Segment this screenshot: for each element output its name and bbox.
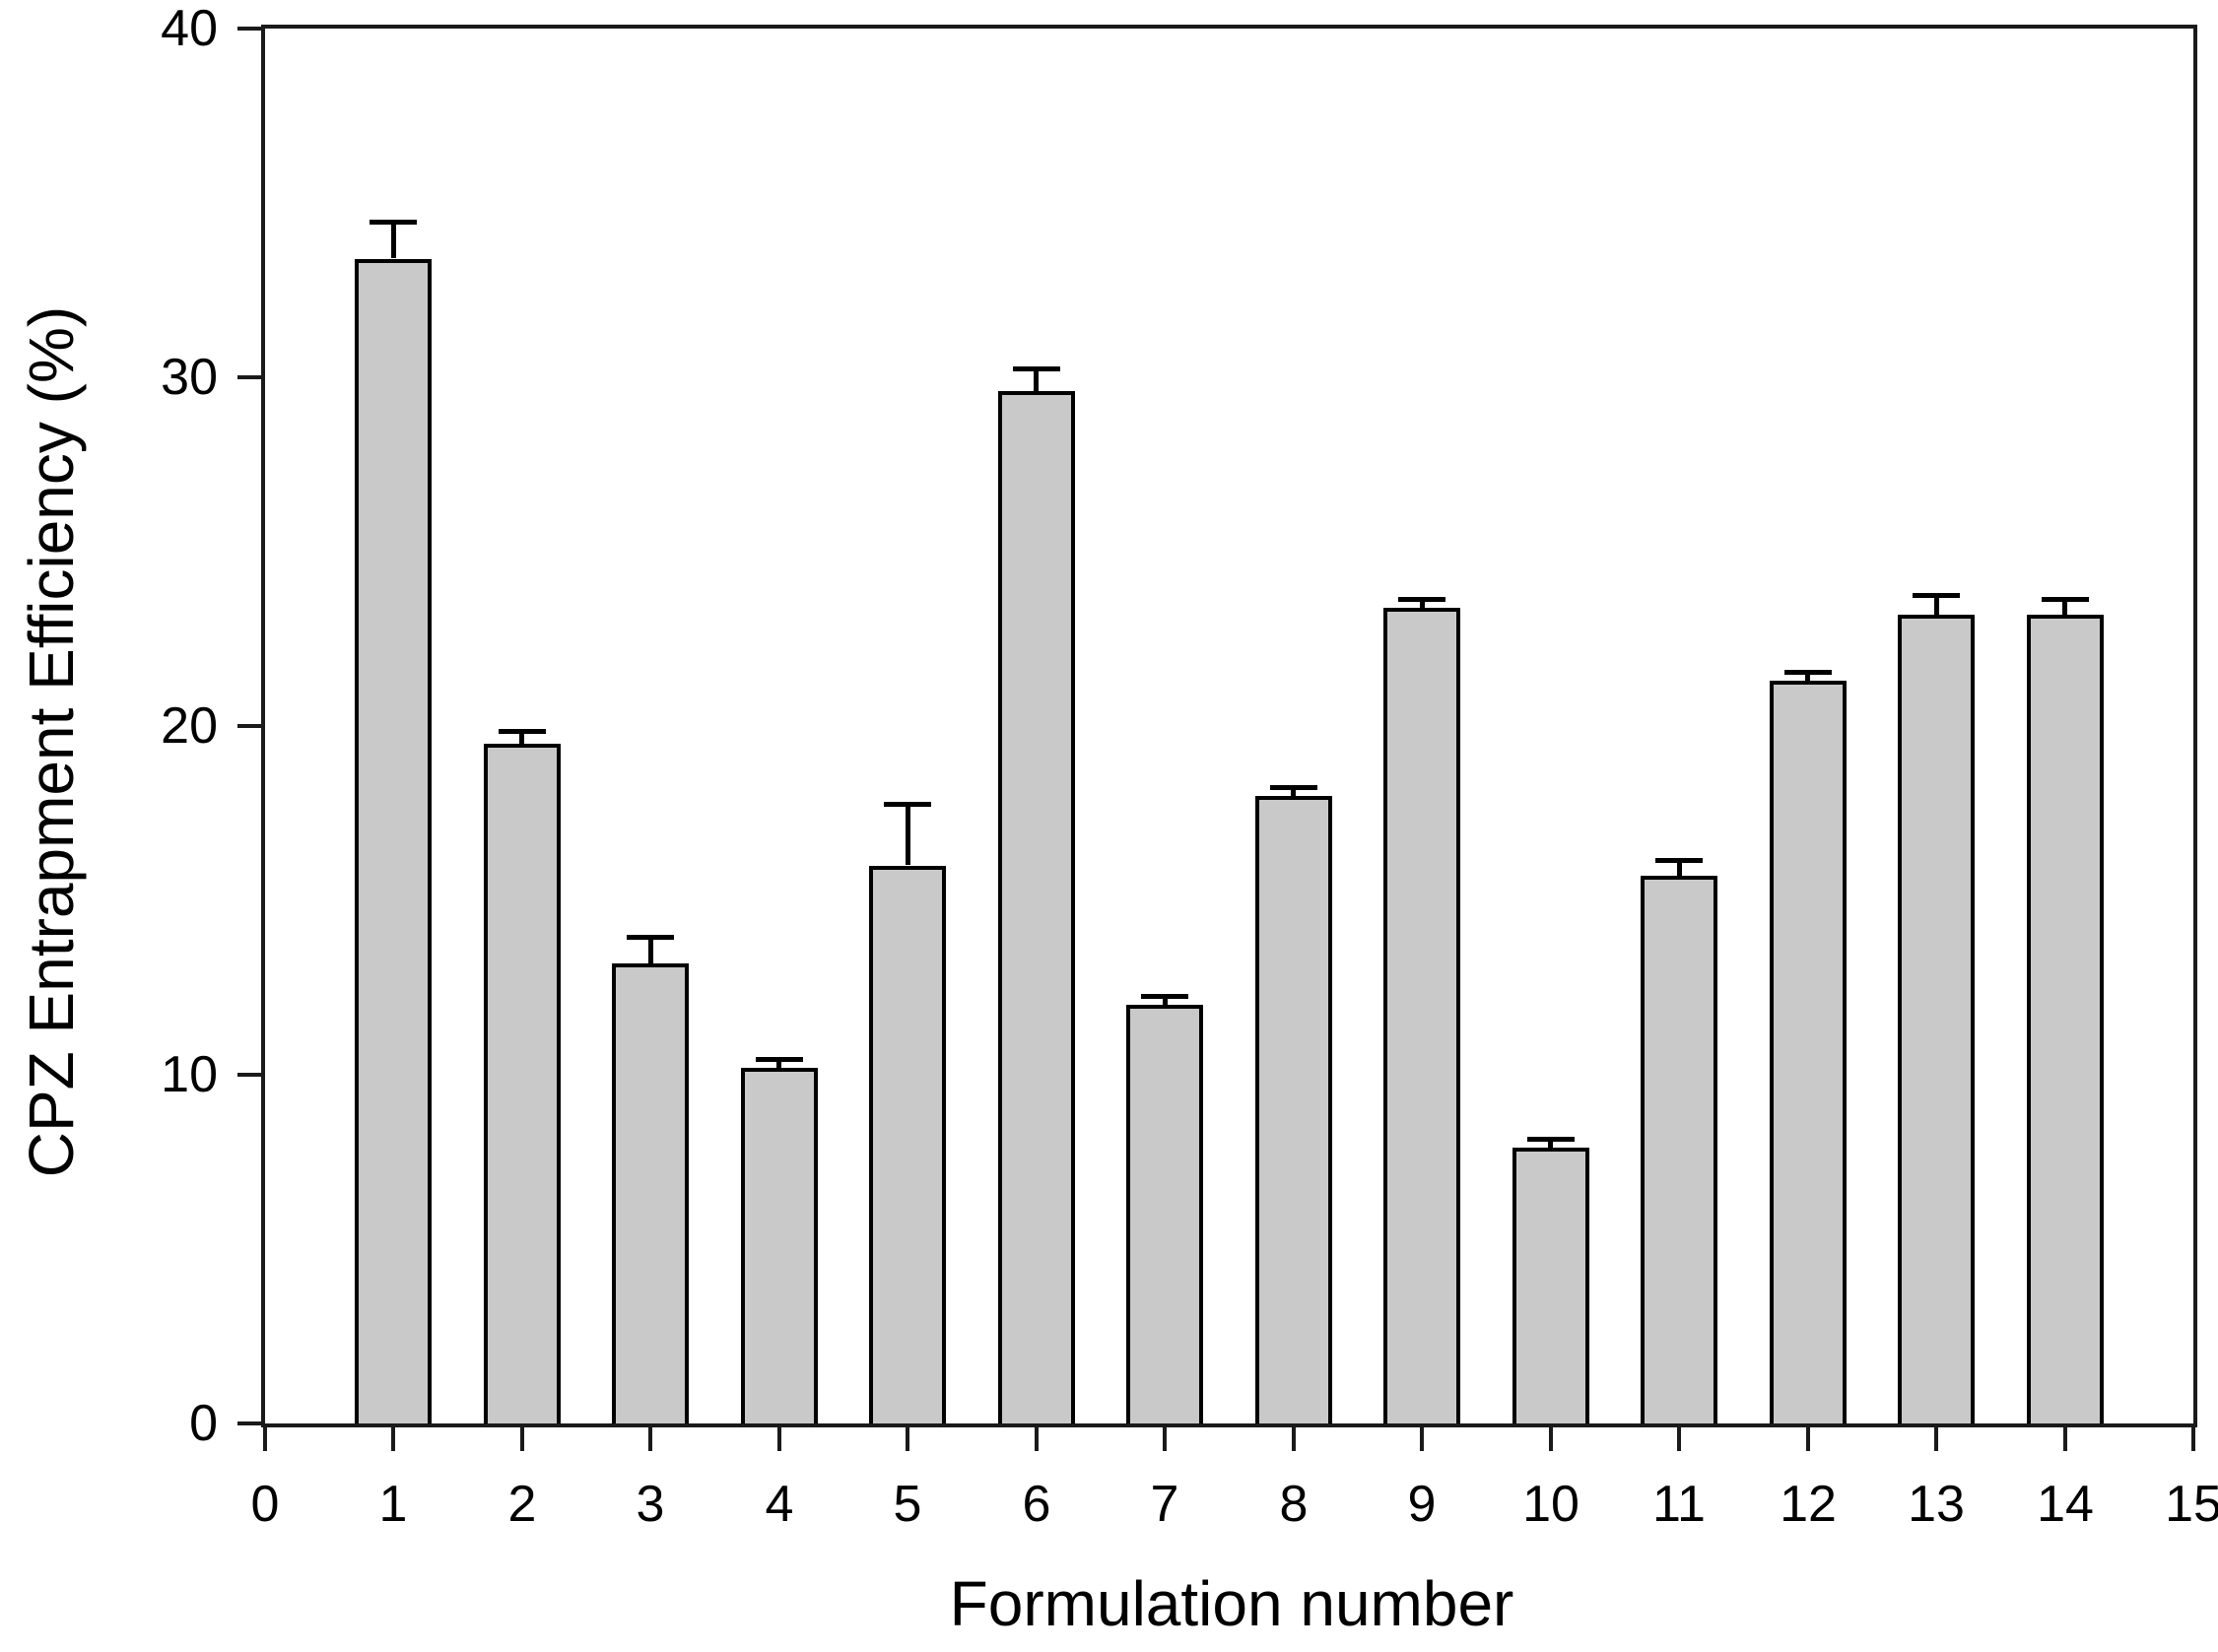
x-axis-tick <box>1549 1427 1553 1451</box>
x-axis-tick <box>263 1427 267 1451</box>
error-bar-cap <box>370 220 417 225</box>
y-tick-label: 40 <box>161 0 218 57</box>
bar <box>1898 615 1975 1423</box>
x-axis-tick <box>1677 1427 1681 1451</box>
x-tick-label: 14 <box>2037 1476 2094 1533</box>
bar <box>869 866 946 1423</box>
x-tick-label: 15 <box>2165 1476 2218 1533</box>
bar <box>1126 1005 1203 1423</box>
x-tick-label: 13 <box>1908 1476 1965 1533</box>
x-tick-label: 10 <box>1522 1476 1579 1533</box>
bar <box>2027 615 2104 1423</box>
x-tick-label: 5 <box>893 1476 922 1533</box>
x-axis-tick <box>1934 1427 1938 1451</box>
y-axis-tick <box>237 1073 261 1077</box>
error-bar-whisker <box>776 1061 781 1068</box>
x-axis-tick <box>1420 1427 1424 1451</box>
y-axis-title: CPZ Entrapment Efficiency (%) <box>16 305 87 1178</box>
error-bar-whisker <box>2062 601 2067 615</box>
x-tick-label: 12 <box>1780 1476 1837 1533</box>
error-bar-cap <box>2042 597 2089 602</box>
bar <box>612 963 689 1423</box>
y-tick-label: 0 <box>189 1395 218 1452</box>
error-bar-whisker <box>1677 862 1682 876</box>
bar <box>1383 608 1460 1423</box>
x-axis-tick <box>2063 1427 2067 1451</box>
bar <box>1255 796 1332 1423</box>
x-tick-label: 9 <box>1407 1476 1437 1533</box>
y-axis-tick <box>237 375 261 379</box>
error-bar-whisker <box>1034 370 1039 391</box>
x-axis-tick <box>1806 1427 1810 1451</box>
x-axis-title: Formulation number <box>949 1568 1514 1639</box>
error-bar-cap <box>1398 597 1445 602</box>
error-bar-whisker <box>1548 1141 1553 1148</box>
error-bar-cap <box>1270 785 1317 790</box>
error-bar-whisker <box>1934 597 1939 615</box>
x-axis-tick <box>1292 1427 1296 1451</box>
bar <box>1770 681 1847 1423</box>
y-axis-tick <box>237 1421 261 1425</box>
x-axis-tick <box>648 1427 652 1451</box>
bar <box>1512 1148 1589 1423</box>
x-tick-label: 6 <box>1022 1476 1051 1533</box>
error-bar-cap <box>499 729 546 734</box>
x-axis-tick <box>906 1427 909 1451</box>
error-bar-whisker <box>906 806 910 865</box>
error-bar-whisker <box>648 939 653 963</box>
error-bar-cap <box>1141 994 1188 999</box>
error-bar-whisker <box>1291 789 1296 796</box>
x-tick-label: 4 <box>765 1476 794 1533</box>
y-tick-label: 20 <box>161 697 218 755</box>
error-bar-whisker <box>391 224 396 258</box>
x-tick-label: 8 <box>1279 1476 1309 1533</box>
y-tick-label: 30 <box>161 349 218 406</box>
x-tick-label: 7 <box>1150 1476 1179 1533</box>
x-axis-tick <box>520 1427 524 1451</box>
bar <box>741 1068 818 1423</box>
error-bar-cap <box>1013 366 1060 371</box>
y-tick-label: 10 <box>161 1046 218 1103</box>
bar <box>355 259 432 1423</box>
x-axis-tick <box>391 1427 395 1451</box>
x-axis-tick <box>777 1427 781 1451</box>
error-bar-cap <box>884 802 931 807</box>
bar <box>1641 876 1717 1423</box>
error-bar-cap <box>1784 670 1832 675</box>
error-bar-whisker <box>519 733 524 744</box>
x-tick-label: 2 <box>507 1476 537 1533</box>
error-bar-cap <box>627 935 674 940</box>
x-tick-label: 3 <box>636 1476 665 1533</box>
error-bar-cap <box>756 1057 803 1062</box>
x-axis-tick <box>1163 1427 1167 1451</box>
y-axis-tick <box>237 27 261 31</box>
plot-area <box>261 25 2197 1427</box>
bar <box>484 744 561 1423</box>
error-bar-whisker <box>1163 998 1168 1005</box>
error-bar-whisker <box>1805 674 1810 681</box>
error-bar-whisker <box>1420 601 1425 608</box>
x-axis-tick <box>1035 1427 1039 1451</box>
x-tick-label: 1 <box>378 1476 408 1533</box>
bar <box>998 391 1075 1423</box>
x-tick-label: 11 <box>1652 1476 1706 1533</box>
error-bar-cap <box>1913 593 1960 598</box>
error-bar-cap <box>1527 1137 1575 1142</box>
y-axis-tick <box>237 724 261 728</box>
x-axis-tick <box>2191 1427 2195 1451</box>
error-bar-cap <box>1655 858 1703 863</box>
x-tick-label: 0 <box>250 1476 280 1533</box>
